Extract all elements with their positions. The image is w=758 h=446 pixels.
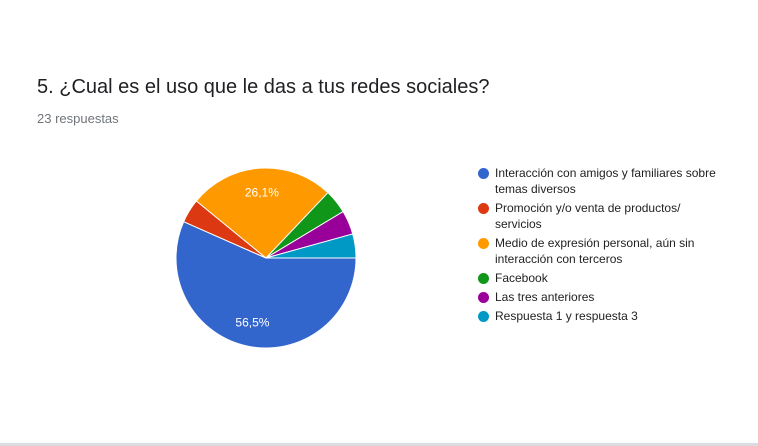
legend-label-5: Respuesta 1 y respuesta 3 (495, 309, 638, 323)
legend-swatch-2 (478, 238, 489, 249)
legend-item-3: Facebook (478, 270, 718, 286)
legend-swatch-3 (478, 273, 489, 284)
legend-swatch-5 (478, 311, 489, 322)
legend-item-5: Respuesta 1 y respuesta 3 (478, 308, 718, 324)
question-title: 5. ¿Cual es el uso que le das a tus rede… (37, 76, 490, 98)
card-divider (0, 443, 758, 446)
legend-swatch-4 (478, 292, 489, 303)
chart-legend: Interacción con amigos y familiares sobr… (478, 165, 718, 327)
legend-item-0: Interacción con amigos y familiares sobr… (478, 165, 718, 197)
legend-item-1: Promoción y/o venta de productos/ servic… (478, 200, 718, 232)
legend-label-2: Medio de expresión personal, aún sin int… (495, 236, 695, 266)
pie-data-label-0: 56,5% (235, 315, 269, 329)
legend-label-4: Las tres anteriores (495, 290, 595, 304)
legend-label-3: Facebook (495, 271, 548, 285)
legend-swatch-0 (478, 168, 489, 179)
legend-label-1: Promoción y/o venta de productos/ servic… (495, 201, 681, 231)
pie-slice-5[interactable] (265, 233, 357, 259)
legend-item-4: Las tres anteriores (478, 289, 718, 305)
pie-slice-0[interactable] (175, 221, 357, 349)
pie-data-label-2: 26,1% (245, 185, 279, 199)
pie-slice-2[interactable] (195, 167, 329, 259)
legend-label-0: Interacción con amigos y familiares sobr… (495, 166, 716, 196)
response-count: 23 respuestas (37, 111, 119, 126)
legend-item-2: Medio de expresión personal, aún sin int… (478, 235, 718, 267)
legend-swatch-1 (478, 203, 489, 214)
